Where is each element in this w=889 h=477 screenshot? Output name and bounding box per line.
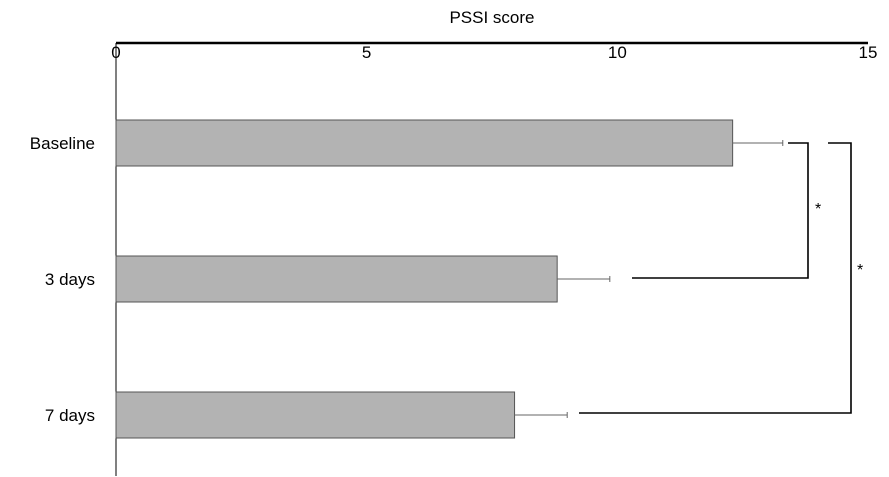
significance-star: *: [815, 201, 821, 218]
x-tick-label: 10: [608, 43, 627, 62]
bars-group: Baseline 3 days 7 days: [30, 119, 784, 439]
x-axis-title: PSSI score: [449, 8, 534, 27]
bar: [115, 119, 734, 167]
significance-bracket: [632, 142, 809, 279]
x-axis-ticks: 0 5 10 15: [111, 43, 877, 62]
bar: [115, 255, 558, 303]
bar: [115, 391, 516, 439]
significance-brackets: **: [579, 142, 863, 414]
x-tick-label: 15: [859, 43, 878, 62]
category-label: 7 days: [45, 406, 95, 425]
x-tick-label: 5: [362, 43, 371, 62]
significance-bracket: [579, 142, 852, 414]
category-label: Baseline: [30, 134, 95, 153]
significance-star: *: [857, 262, 863, 279]
category-label: 3 days: [45, 270, 95, 289]
